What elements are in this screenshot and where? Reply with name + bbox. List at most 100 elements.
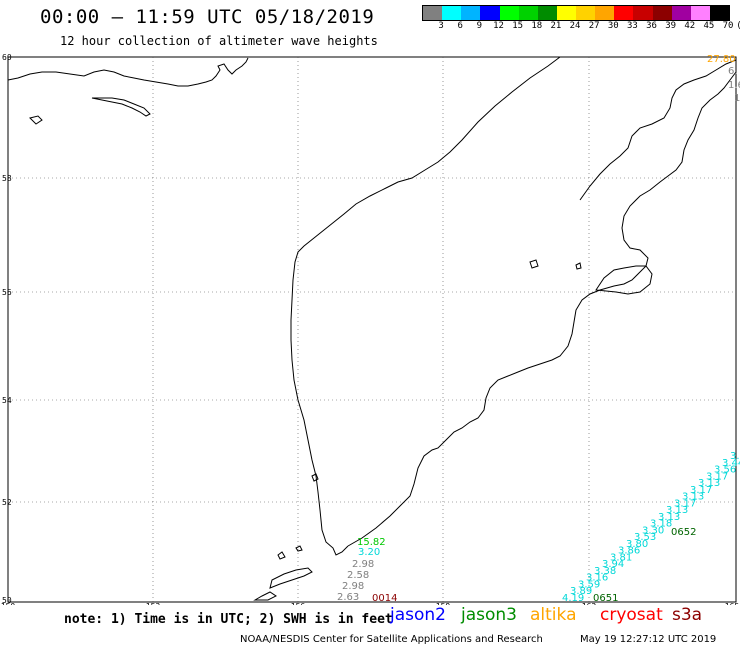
map-title: 00:00 – 11:59 UTC 05/18/2019 [40, 6, 375, 28]
satellite-legend-jason2: jason2 [390, 605, 446, 625]
northern-shore [7, 57, 249, 87]
credit-line: NOAA/NESDIS Center for Satellite Applica… [240, 634, 543, 645]
scale-swatch [709, 6, 729, 20]
wave-height-value: 3.44 [722, 458, 740, 469]
longitude-label: 165 [725, 602, 740, 605]
satellite-legend-jason3: jason3 [461, 605, 517, 625]
scale-swatch [461, 6, 481, 20]
scale-swatch [595, 6, 615, 20]
scale-label: (ft) [736, 21, 740, 31]
wave-height-value: 3.13 [698, 478, 720, 489]
scale-swatch [614, 6, 634, 20]
wave-height-value: 2.58 [347, 570, 369, 581]
scale-label: 6 [457, 21, 463, 31]
kamchatka-west-coast [290, 56, 561, 556]
longitude-label: 150 [1, 602, 16, 605]
wave-height-value: 6. [728, 66, 738, 77]
wave-height-value: 3.13 [658, 512, 680, 523]
wave-height-value: 2.63 [337, 592, 359, 603]
longitude-labels: 150 153 156 159 162 165 [1, 602, 740, 605]
satellite-legend-cryosat: cryosat [600, 605, 663, 625]
scale-swatch [633, 6, 653, 20]
wave-height-value: 3.80 [626, 539, 648, 550]
kamchatka-south-east-coast [347, 71, 737, 547]
wave-height-value: 3.86 [618, 546, 640, 557]
wave-height-value: 1 [734, 93, 740, 104]
wave-height-value: 3.59 [578, 579, 600, 590]
kamchatka-bay-loop [595, 265, 653, 295]
units-note: note: 1) Time is in UTC; 2) SWH is in fe… [64, 612, 393, 627]
scale-label: 15 [512, 21, 524, 31]
map-subtitle: 12 hour collection of altimeter wave hei… [60, 34, 378, 48]
map-frame [7, 56, 737, 603]
scale-label: 9 [476, 21, 483, 31]
scale-swatch [423, 6, 443, 20]
wave-height-value: 15.82 [357, 537, 386, 548]
southern-island-1 [269, 567, 313, 589]
latitude-label: 52 [2, 498, 12, 507]
island-e [295, 545, 303, 552]
scale-swatch [652, 6, 672, 20]
longitude-label: 162 [582, 602, 597, 605]
latitude-label: 58 [2, 174, 12, 183]
pass-time-label: 0652 [671, 527, 696, 538]
scale-label: 36 [646, 21, 657, 31]
scale-label: 42 [684, 21, 696, 31]
scale-swatch [480, 6, 500, 20]
pass-time-label: 0651 [593, 593, 618, 604]
scale-swatch [690, 6, 710, 20]
wave-height-value: 3.17 [690, 485, 712, 496]
island-d [277, 551, 286, 560]
island-f [311, 473, 319, 482]
wave-height-value: 3.17 [674, 498, 696, 509]
wave-height-value: 3. [730, 451, 740, 462]
scale-swatch [518, 6, 538, 20]
altimeter-tracks: 15.823.202.982.582.982.63 0014 4.193.893.5… [337, 54, 740, 604]
coastline [7, 56, 737, 601]
scale-label: 21 [550, 21, 562, 31]
satellite-legend-altika: altika [530, 605, 577, 625]
scale-label: 33 [626, 21, 638, 31]
latitude-labels: 60 58 56 54 52 50 [2, 53, 12, 605]
wave-height-value: 3.18 [650, 519, 672, 530]
island-c [575, 262, 582, 270]
scale-swatch [556, 6, 576, 20]
scale-label: 18 [531, 21, 543, 31]
scale-label: 39 [665, 21, 677, 31]
wave-height-value: 1.6 [728, 80, 740, 91]
longitude-label: 159 [436, 602, 451, 605]
small-islands [29, 115, 582, 560]
wave-height-value: 3.89 [570, 586, 592, 597]
scale-swatch [671, 6, 691, 20]
longitude-label: 153 [146, 602, 161, 605]
latitude-label: 54 [2, 396, 12, 405]
scale-swatch [537, 6, 557, 20]
wave-height-value: 3.94 [602, 559, 624, 570]
wave-height-value: 3.16 [586, 573, 608, 584]
wave-height-value: 3.13 [666, 505, 688, 516]
satellite-legend-s3a: s3a [672, 605, 703, 625]
graticule [8, 57, 736, 602]
wave-height-value: 2.98 [352, 559, 374, 570]
pass-time-label: 0014 [372, 593, 397, 604]
latitude-label: 56 [2, 288, 12, 297]
wave-height-value: 3.38 [594, 566, 616, 577]
latitude-label: 60 [2, 53, 12, 62]
wave-height-value: 3.17 [706, 471, 728, 482]
scale-swatch [499, 6, 519, 20]
longitude-label: 156 [291, 602, 306, 605]
generation-timestamp: May 19 12:27:12 UTC 2019 [580, 634, 717, 645]
wave-height-value: 3.20 [358, 547, 380, 558]
wave-height-value: 3.81 [610, 552, 632, 563]
wave-height-color-scale [422, 5, 730, 21]
northern-peninsula [91, 97, 151, 117]
scale-label: 3 [438, 21, 444, 31]
wave-height-value: 3.53 [634, 532, 656, 543]
wave-height-value: 3.13 [682, 492, 704, 503]
wave-height-value: 3.56 [714, 465, 736, 476]
wave-height-value: 3.30 [642, 525, 664, 536]
scale-swatch [442, 6, 462, 20]
island-b [529, 259, 539, 269]
